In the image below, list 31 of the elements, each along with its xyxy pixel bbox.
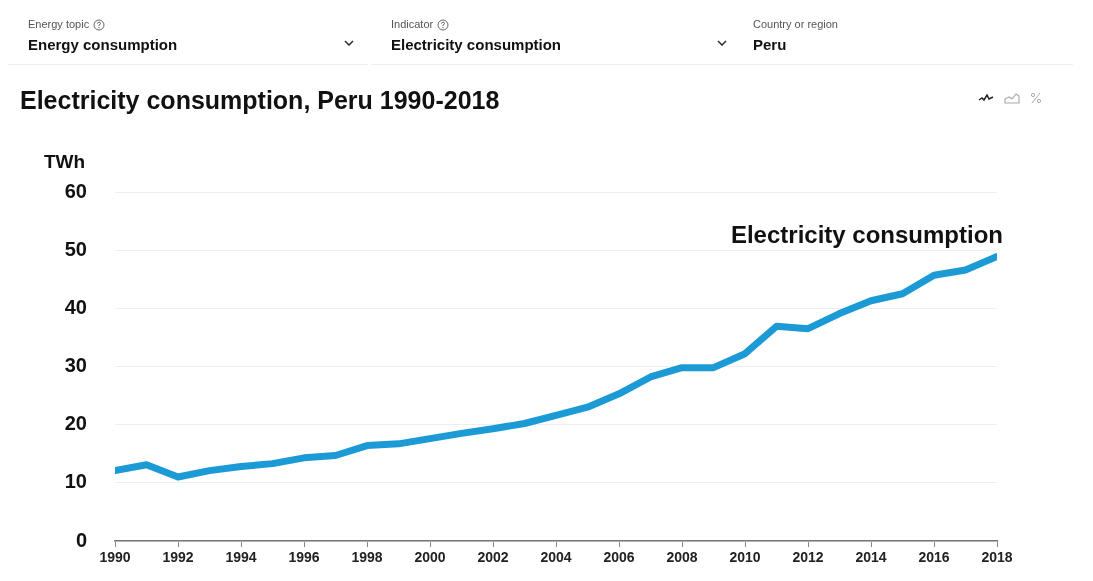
text: Peru (753, 36, 787, 53)
y-tick-label: 50 (64, 237, 87, 260)
series-label: Electricity consumption (730, 220, 1003, 248)
text: Country or region (753, 18, 838, 30)
x-tick-label: 1992 (162, 549, 194, 566)
x-tick-label: 2000 (414, 549, 446, 566)
x-tick-label: 2008 (666, 549, 698, 566)
x-tick-label: 2012 (792, 549, 824, 566)
y-tick-label: 20 (64, 412, 87, 435)
y-tick-label: 60 (64, 179, 87, 202)
y-tick-label: 30 (64, 354, 87, 377)
x-tick-label: 2002 (477, 549, 509, 566)
x-tick-label: 2016 (918, 549, 950, 566)
y-tick-label: 10 (64, 470, 87, 493)
x-tick-label: 2006 (603, 549, 635, 566)
y-tick-label: 40 (64, 295, 87, 318)
x-tick-label: 1994 (225, 549, 257, 566)
text: Energy topic (28, 18, 91, 32)
y-tick-label: 0 (75, 528, 87, 551)
text: Energy consumption (28, 36, 178, 53)
x-tick-label: 2004 (540, 549, 572, 566)
x-tick-label: 2018 (981, 549, 1013, 566)
text: Indicator (391, 18, 435, 32)
chart-title: Electricity consumption, Peru 1990-2018 (20, 86, 500, 115)
x-tick-label: 1996 (288, 549, 320, 566)
x-tick-label: 2010 (729, 549, 761, 566)
text: Electricity consumption (391, 36, 562, 53)
x-tick-label: 1998 (351, 549, 383, 566)
x-tick-label: 2014 (855, 549, 887, 566)
x-tick-label: 1990 (99, 549, 131, 566)
y-axis-title: TWh (44, 151, 86, 172)
